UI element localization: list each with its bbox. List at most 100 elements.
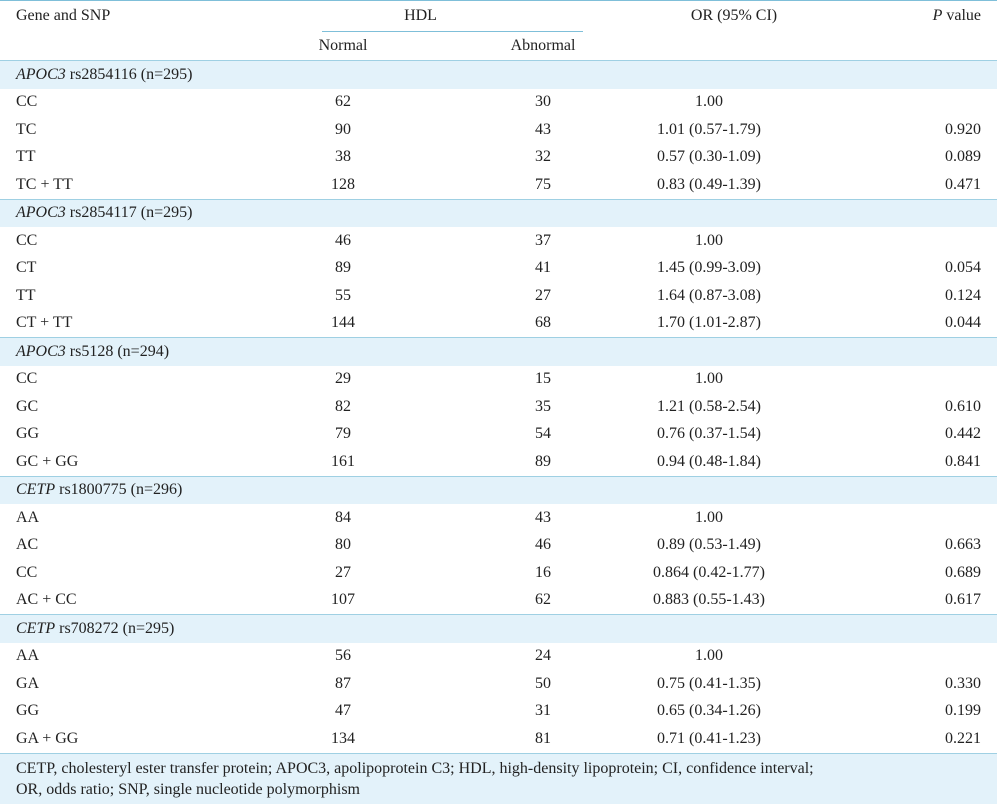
p-value-cell: 0.330 (945, 674, 982, 692)
normal-count-cell: 84 (335, 508, 351, 526)
p-value-cell (885, 366, 997, 394)
genotype-cell: AC (16, 536, 39, 554)
header-p-rest: value (942, 7, 982, 24)
odds-ratio-cell: 1.00 (695, 647, 724, 665)
abnormal-count-cell: 35 (535, 397, 551, 415)
table-row: CC 46 37 1.00 (0, 227, 997, 255)
snp-label: rs1800775 (n=296) (55, 481, 183, 499)
footnote-row: CETP, cholesteryl ester transfer protein… (0, 752, 997, 804)
odds-ratio-cell: 1.70 (1.01-2.87) (657, 314, 761, 332)
gene-name: APOC3 (16, 204, 66, 222)
snp-label: rs2854117 (n=295) (65, 204, 193, 222)
normal-count-cell: 29 (335, 370, 351, 388)
odds-ratio-cell: 1.00 (695, 508, 724, 526)
genotype-cell: TC + TT (16, 175, 73, 193)
p-value-cell: 0.221 (945, 729, 982, 747)
normal-count-cell: 56 (335, 647, 351, 665)
genotype-cell: GC (16, 397, 39, 415)
odds-ratio-cell: 0.83 (0.49-1.39) (657, 175, 761, 193)
abnormal-count-cell: 37 (535, 231, 551, 249)
abnormal-count-cell: 89 (535, 452, 551, 470)
odds-ratio-cell: 0.864 (0.42-1.77) (653, 563, 765, 581)
p-value-cell (885, 89, 997, 117)
group-label: APOC3 rs2854117 (n=295) (0, 198, 997, 227)
table-row: TT 38 32 0.57 (0.30-1.09) 0.089 (0, 144, 997, 172)
odds-ratio-cell: 0.94 (0.48-1.84) (657, 452, 761, 470)
odds-ratio-cell: 0.65 (0.34-1.26) (657, 702, 761, 720)
hdl-underline (322, 31, 584, 32)
p-value-cell: 0.610 (945, 397, 982, 415)
p-value-cell: 0.054 (945, 259, 982, 277)
normal-count-cell: 79 (335, 425, 351, 443)
genotype-cell: CC (16, 93, 38, 111)
header-hdl: HDL (258, 1, 584, 32)
normal-count-cell: 107 (331, 591, 355, 609)
abnormal-count-cell: 43 (535, 120, 551, 138)
table-row: AA 56 24 1.00 (0, 643, 997, 671)
group-header-row: APOC3 rs2854117 (n=295) (0, 198, 997, 227)
p-value-cell (885, 227, 997, 255)
abnormal-count-cell: 16 (535, 563, 551, 581)
group-label: APOC3 rs2854116 (n=295) (0, 60, 997, 89)
genotype-cell: CC (16, 370, 38, 388)
footnote: CETP, cholesteryl ester transfer protein… (0, 752, 997, 804)
table-row: GG 47 31 0.65 (0.34-1.26) 0.199 (0, 698, 997, 726)
odds-ratio-cell: 1.00 (695, 231, 724, 249)
abnormal-count-cell: 68 (535, 314, 551, 332)
footnote-line-2: OR, odds ratio; SNP, single nucleotide p… (16, 780, 360, 798)
normal-count-cell: 89 (335, 259, 351, 277)
odds-ratio-cell: 0.75 (0.41-1.35) (657, 674, 761, 692)
abnormal-count-cell: 75 (535, 175, 551, 193)
normal-count-cell: 27 (335, 563, 351, 581)
abnormal-count-cell: 43 (535, 508, 551, 526)
genotype-cell: GA + GG (16, 729, 79, 747)
p-value-cell (885, 643, 997, 671)
odds-ratio-cell: 0.76 (0.37-1.54) (657, 425, 761, 443)
genotype-cell: GG (16, 702, 40, 720)
odds-ratio-cell: 0.57 (0.30-1.09) (657, 148, 761, 166)
odds-ratio-cell: 0.89 (0.53-1.49) (657, 536, 761, 554)
normal-count-cell: 134 (331, 729, 355, 747)
table-body: APOC3 rs2854116 (n=295) CC 62 30 1.00 TC 90 43 1… (0, 60, 997, 754)
abnormal-count-cell: 62 (535, 591, 551, 609)
genotype-cell: AC + CC (16, 591, 77, 609)
header-gene-snp: Gene and SNP (16, 7, 111, 24)
odds-ratio-cell: 1.01 (0.57-1.79) (657, 120, 761, 138)
abnormal-count-cell: 41 (535, 259, 551, 277)
genotype-cell: CC (16, 563, 38, 581)
genotype-cell: CT (16, 259, 37, 277)
abnormal-count-cell: 54 (535, 425, 551, 443)
gene-name: CETP (16, 619, 56, 637)
abnormal-count-cell: 24 (535, 647, 551, 665)
gene-name: APOC3 (16, 342, 66, 360)
table-row: CT + TT 144 68 1.70 (1.01-2.87) 0.044 (0, 310, 997, 338)
genotype-cell: GG (16, 425, 40, 443)
table-row: TC 90 43 1.01 (0.57-1.79) 0.920 (0, 116, 997, 144)
group-header-row: CETP rs1800775 (n=296) (0, 475, 997, 504)
odds-ratio-cell: 1.00 (695, 370, 724, 388)
table-row: AC + CC 107 62 0.883 (0.55-1.43) 0.617 (0, 587, 997, 615)
table-row: CC 27 16 0.864 (0.42-1.77) 0.689 (0, 559, 997, 587)
normal-count-cell: 62 (335, 93, 351, 111)
normal-count-cell: 87 (335, 674, 351, 692)
p-value-cell: 0.199 (945, 702, 982, 720)
table-row: GG 79 54 0.76 (0.37-1.54) 0.442 (0, 421, 997, 449)
table-row: TC + TT 128 75 0.83 (0.49-1.39) 0.471 (0, 171, 997, 199)
p-value-cell: 0.442 (945, 425, 982, 443)
p-value-cell: 0.124 (945, 286, 982, 304)
table-row: AA 84 43 1.00 (0, 504, 997, 532)
table-row: CT 89 41 1.45 (0.99-3.09) 0.054 (0, 255, 997, 283)
genotype-cell: AA (16, 508, 40, 526)
genotype-cell: TC (16, 120, 37, 138)
odds-ratio-cell: 1.45 (0.99-3.09) (657, 259, 761, 277)
odds-ratio-cell: 1.00 (695, 93, 724, 111)
gene-name: APOC3 (16, 65, 66, 83)
odds-ratio-cell: 1.64 (0.87-3.08) (657, 286, 761, 304)
normal-count-cell: 82 (335, 397, 351, 415)
snp-label: rs5128 (n=294) (65, 342, 170, 360)
normal-count-cell: 47 (335, 702, 351, 720)
abnormal-count-cell: 46 (535, 536, 551, 554)
normal-count-cell: 55 (335, 286, 351, 304)
abnormal-count-cell: 30 (535, 93, 551, 111)
